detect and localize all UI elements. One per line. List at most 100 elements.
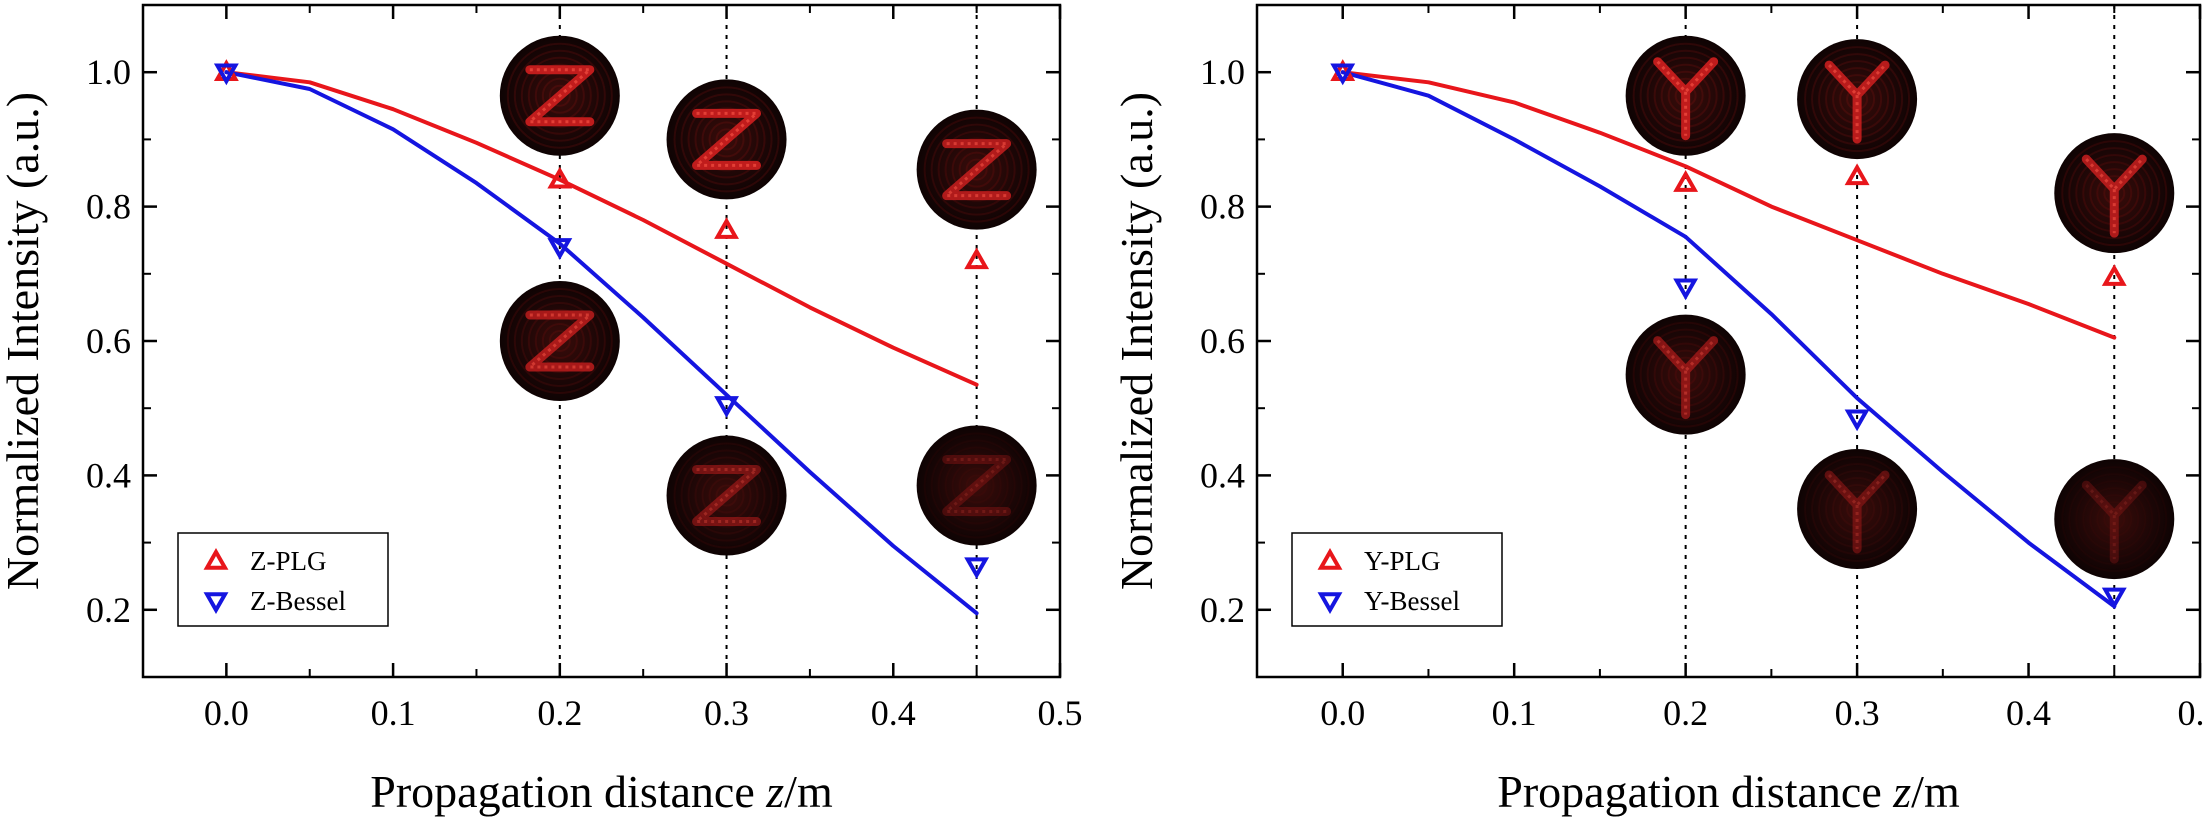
y-tick-label: 0.2 [86,590,131,630]
fringe-ring [548,84,571,107]
y-tick-label: 1.0 [1200,52,1245,92]
fringe-ring [937,446,1016,525]
beam-disc [1797,449,1918,569]
chart-panel-left: 0.0 0.1 0.2 0.3 0.4 0.5 0.2 0.4 0.6 0.8 1.0 Propaga… [0,3,1083,817]
fringe-ring [520,56,599,135]
fringe-ring [513,295,606,387]
data-point-y-bessel [1330,63,1356,86]
y-tick-label: 0.8 [86,187,131,227]
fringe-ring [527,309,592,373]
fringe-ring [1839,491,1876,527]
data-point-z-bessel [547,238,573,260]
data-point-y-plg [1673,170,1699,192]
y-tick-label: 0.6 [1200,321,1245,361]
fringe-ring [1632,321,1739,428]
fringe-ring [951,460,1002,511]
beam-profile-image [499,281,620,401]
x-axis-title: Propagation distance z/m [370,766,833,817]
beam-profile-image [916,109,1037,230]
x-tick-label: 0.0 [204,693,249,733]
fringe-ring [680,93,773,186]
x-tick-label: 0.3 [1835,693,1880,733]
fringe-ring [715,484,738,507]
fringe-ring [541,323,578,359]
fringe-ring [944,137,1009,202]
y-tick-label: 1.0 [86,52,131,92]
x-tick-label: 0.2 [537,693,582,733]
beam-letter-y [2081,480,2147,564]
curves [1340,70,2117,609]
data-point-y-plg [1844,163,1870,186]
beam-letter-fringe [525,313,594,369]
fringe-ring [708,121,745,158]
x-tick-label: 0.5 [1038,693,1083,733]
y-tick-label: 0.6 [86,321,131,361]
x-tick-label: 0.4 [2006,693,2051,733]
fringe-ring [2082,487,2147,552]
beam-letter-fringe [692,468,761,524]
beam-letter-fringe [525,68,594,124]
beam-letter-z [942,454,1012,516]
fringe-ring [694,463,759,528]
beam-letter-fringe [1656,339,1715,415]
fringe-ring [930,123,1023,216]
beam-letter-fringe [942,142,1011,198]
data-point-y-bessel [2101,587,2127,610]
beam-profile-image [2054,459,2175,580]
beam-letter-y [1653,336,1719,420]
x-axis-title-prefix: Propagation distance [370,766,766,817]
beam-letter-z [692,465,762,527]
fringe-ring [937,130,1016,209]
beam-disc [916,425,1037,546]
beam-letter-z [525,310,595,372]
beam-profile-image [916,425,1037,546]
fringe-ring [2061,140,2168,247]
beam-pattern [501,37,618,154]
fringe-ring [513,49,606,142]
beam-disc [2054,459,2175,580]
beam-letter-y [1824,470,1890,554]
fringe-ring [923,432,1030,539]
fringe-ring [944,453,1009,518]
data-point-z-plg [964,247,990,270]
data-point-z-bessel [714,396,739,418]
fringe-ring [506,42,613,149]
fringe-ring [2075,480,2154,559]
fringe-ring [1825,477,1890,541]
fringe-ring [520,302,599,380]
fringe-ring [2068,473,2161,566]
legend-marker-z-plg [203,547,229,570]
beam-pattern [1799,451,1916,567]
beam-letter-fringe [2085,158,2144,234]
beam-profile-image [2054,133,2175,254]
legend-label-z-plg: Z-PLG [250,546,327,576]
data-point-z-bessel [964,557,990,580]
fringe-ring [2096,501,2133,538]
beam-pattern [918,427,1035,544]
beam-profile-image [666,79,787,200]
fringe-ring [923,116,1030,223]
legend-box [177,532,389,627]
fringe-ring [2061,466,2168,573]
legend-box [1291,532,1503,627]
fringe-ring [541,77,578,114]
fringe-ring [694,107,759,172]
x-tick-label: 0.1 [371,693,416,733]
fringe-ring [680,449,773,542]
beam-profile-image [1797,39,1918,160]
legend-marker-y-bessel [1317,592,1343,615]
data-point-z-bessel [213,63,239,86]
beam-profile-image [1625,314,1746,435]
beam-pattern [1799,41,1916,158]
x-axis-title-unit: /m [1911,766,1960,817]
legend-label-z-bessel: Z-Bessel [250,586,346,616]
y-tick-label: 0.4 [1200,455,1245,495]
fringe-ring [965,158,988,181]
fringe-ring [1811,463,1904,555]
fringe-ring [2103,508,2126,531]
beam-pattern [1627,316,1744,433]
fringe-ring [1632,42,1739,149]
series-line-z-bessel [224,70,979,616]
fringe-ring [1846,498,1869,520]
